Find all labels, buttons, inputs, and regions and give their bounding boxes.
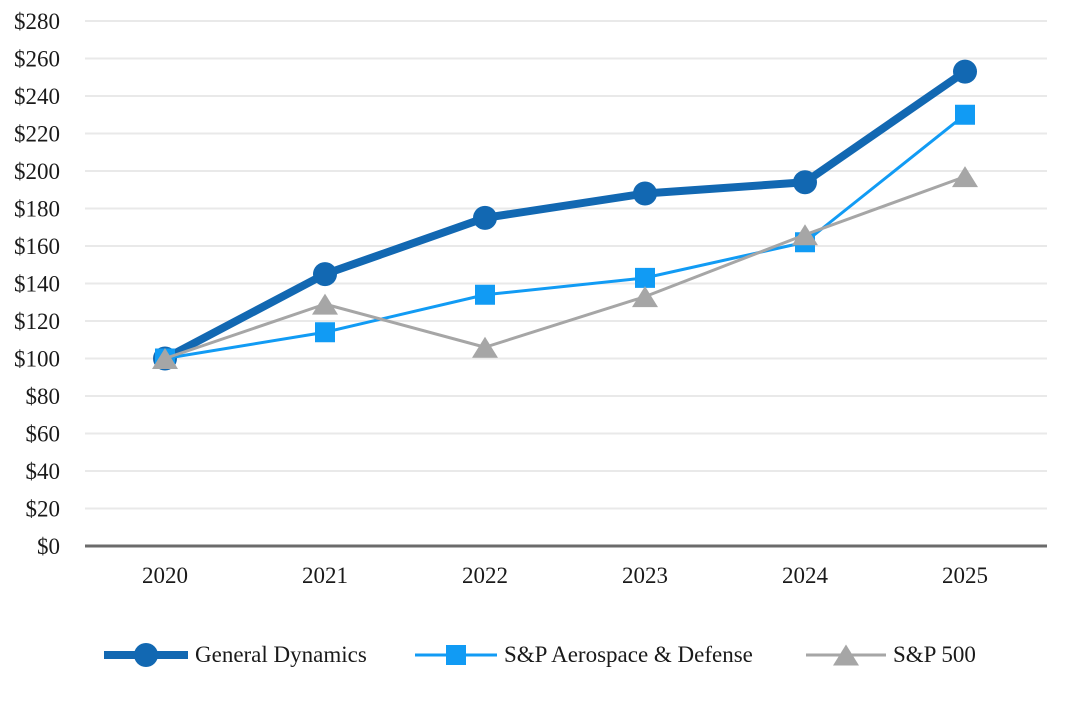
y-tick-label: $100 xyxy=(14,347,60,372)
data-point-s-p-500 xyxy=(632,286,658,308)
y-tick-label: $40 xyxy=(26,459,61,484)
data-point-general-dynamics xyxy=(633,181,657,206)
y-tick-label: $200 xyxy=(14,159,60,184)
data-point-general-dynamics xyxy=(313,262,337,287)
x-tick-label: 2024 xyxy=(782,563,829,588)
data-point-s-p-aerospace-defense xyxy=(475,284,495,305)
y-tick-label: $140 xyxy=(14,272,60,297)
data-point-s-p-500 xyxy=(792,224,818,246)
data-point-s-p-500 xyxy=(952,166,978,188)
y-tick-label: $220 xyxy=(14,122,60,147)
data-point-s-p-aerospace-defense xyxy=(635,267,655,288)
data-point-s-p-aerospace-defense xyxy=(955,104,975,125)
legend-label-sp-500: S&P 500 xyxy=(893,642,976,667)
y-tick-label: $0 xyxy=(37,534,60,559)
y-tick-label: $240 xyxy=(14,84,60,109)
x-tick-label: 2025 xyxy=(942,563,988,588)
y-tick-label: $280 xyxy=(14,9,60,34)
series-line-s-p-500 xyxy=(163,175,967,360)
data-point-s-p-500 xyxy=(472,336,498,358)
data-point-s-p-500 xyxy=(312,293,338,315)
legend-label-sp-aerospace-defense: S&P Aerospace & Defense xyxy=(504,642,753,667)
x-tick-label: 2021 xyxy=(302,563,348,588)
sp-500-line-triangle-marker-icon xyxy=(806,644,886,666)
legend-item-general-dynamics: General Dynamics xyxy=(104,640,367,670)
legend-item-sp-aerospace-defense: S&P Aerospace & Defense xyxy=(415,640,753,670)
data-point-general-dynamics xyxy=(793,170,817,195)
y-tick-label: $60 xyxy=(26,422,61,447)
sp-aerospace-defense-line-square-marker-icon xyxy=(415,645,497,665)
y-tick-label: $120 xyxy=(14,309,60,334)
x-tick-label: 2023 xyxy=(622,563,668,588)
y-tick-label: $20 xyxy=(26,497,61,522)
general-dynamics-line-circle-marker-icon xyxy=(104,643,188,667)
data-point-s-p-500 xyxy=(152,348,178,369)
x-tick-label: 2020 xyxy=(142,563,188,588)
y-tick-label: $180 xyxy=(14,197,60,222)
chart-canvas: $0 $20 $40 $60 $80 $100 $120 $140 $160 $180 $200 $2… xyxy=(14,9,1047,588)
y-tick-label: $160 xyxy=(14,234,60,259)
y-tick-label: $260 xyxy=(14,47,60,72)
y-tick-label: $80 xyxy=(26,384,61,409)
data-point-general-dynamics xyxy=(953,59,977,84)
x-tick-label: 2022 xyxy=(462,563,508,588)
legend-label-general-dynamics: General Dynamics xyxy=(195,642,367,667)
chart-legend: General Dynamics S&P Aerospace & Defense… xyxy=(0,640,1066,674)
series-line-s-p-aerospace-defense xyxy=(163,113,967,360)
legend-item-sp-500: S&P 500 xyxy=(806,640,976,670)
series-line-general-dynamics xyxy=(161,67,969,363)
data-point-s-p-aerospace-defense xyxy=(315,322,335,343)
data-point-general-dynamics xyxy=(473,205,497,230)
